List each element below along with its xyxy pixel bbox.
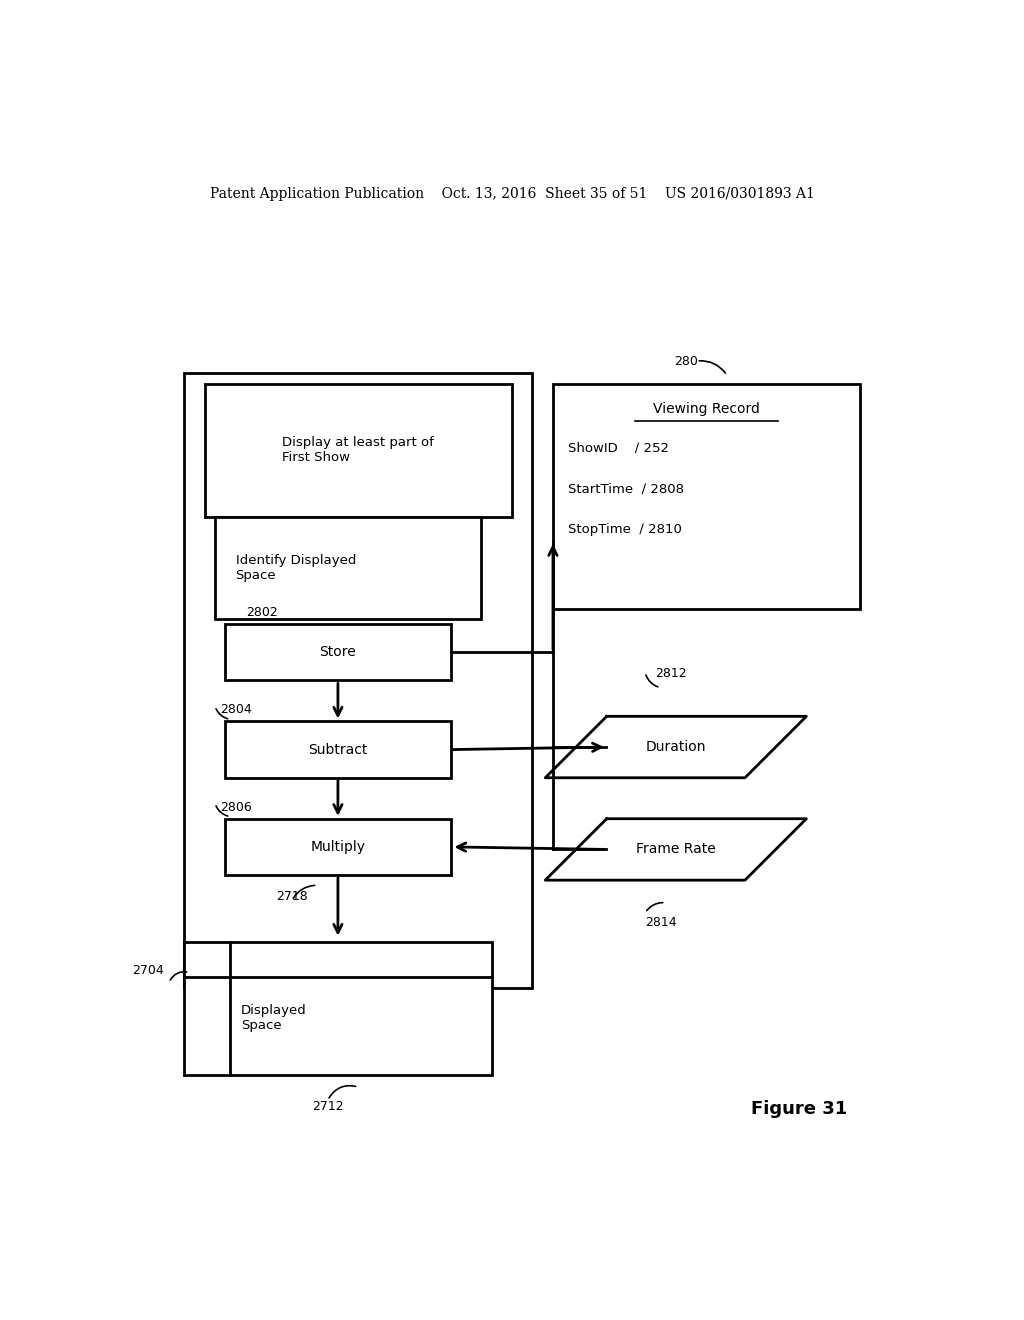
Text: Subtract: Subtract [308, 743, 368, 756]
Text: Patent Application Publication    Oct. 13, 2016  Sheet 35 of 51    US 2016/03018: Patent Application Publication Oct. 13, … [210, 187, 814, 201]
Text: 2718: 2718 [275, 891, 308, 903]
Bar [215, 516, 481, 619]
Text: Frame Rate: Frame Rate [636, 842, 716, 857]
Bar [553, 384, 860, 609]
Text: 2814: 2814 [645, 916, 677, 929]
Bar [225, 624, 451, 681]
Text: Store: Store [319, 645, 356, 659]
Bar [225, 818, 451, 875]
Text: 2806: 2806 [220, 801, 252, 813]
Text: 2704: 2704 [132, 965, 164, 977]
Bar [184, 374, 532, 987]
Text: Identify Displayed
Space: Identify Displayed Space [236, 554, 356, 582]
Text: 2802: 2802 [246, 606, 278, 619]
Text: Figure 31: Figure 31 [751, 1100, 847, 1118]
Text: Multiply: Multiply [310, 840, 366, 854]
Text: 280: 280 [674, 355, 698, 368]
Text: Duration: Duration [645, 741, 707, 754]
Text: 2812: 2812 [655, 668, 687, 681]
Text: StopTime  ∕ 2810: StopTime ∕ 2810 [568, 524, 682, 536]
Text: Displayed
Space: Displayed Space [241, 1005, 306, 1032]
Bar [225, 722, 451, 777]
Text: 2712: 2712 [312, 1101, 343, 1113]
Bar [184, 941, 492, 1074]
Text: Display at least part of
First Show: Display at least part of First Show [283, 436, 434, 465]
Text: 2804: 2804 [220, 704, 252, 717]
Text: ShowID    ∕ 252: ShowID ∕ 252 [568, 441, 670, 454]
Bar [205, 384, 512, 516]
Text: Viewing Record: Viewing Record [653, 403, 760, 416]
Text: StartTime  ∕ 2808: StartTime ∕ 2808 [568, 483, 684, 495]
